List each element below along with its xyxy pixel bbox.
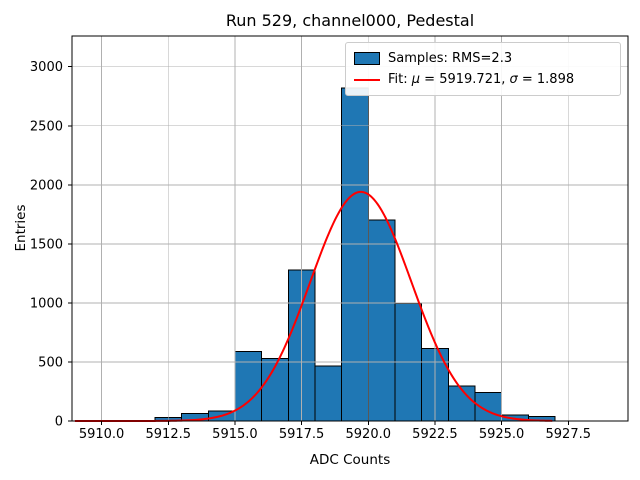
- plot-border: [71, 35, 629, 422]
- x-tick-label: 5912.5: [146, 427, 192, 442]
- x-tick-label: 5917.5: [279, 427, 325, 442]
- x-tick-label: 5922.5: [412, 427, 458, 442]
- histogram-bar: [234, 350, 263, 422]
- x-tick-labels: 5910.0 5912.5 5915.0 5917.5 5920.0 5922.5 5925…: [79, 427, 591, 442]
- tick-marks: [68, 66, 569, 425]
- x-tick-label: 5920.0: [346, 427, 392, 442]
- histogram-bar: [367, 219, 396, 422]
- legend-label: Fit: μ = 5919.721, σ = 1.898: [388, 72, 575, 87]
- y-axis-label: Entries: [13, 204, 29, 252]
- legend: Samples: RMS=2.3 Fit: μ = 5919.721, σ = 1…: [345, 42, 621, 96]
- histogram-bars: [154, 87, 556, 422]
- legend-swatch-samples: [354, 52, 380, 65]
- legend-entry: Fit: μ = 5919.721, σ = 1.898: [354, 69, 612, 90]
- x-tick-label: 5927.5: [546, 427, 592, 442]
- y-tick-label: 0: [55, 415, 63, 430]
- legend-label: Samples: RMS=2.3: [388, 51, 513, 66]
- y-tick-label: 1500: [30, 237, 63, 252]
- y-tick-label: 2500: [30, 119, 63, 134]
- y-tick-label: 1000: [30, 296, 63, 311]
- x-tick-label: 5915.0: [212, 427, 258, 442]
- histogram-bar: [314, 365, 343, 422]
- histogram-bar: [447, 385, 476, 422]
- histogram-bar: [341, 87, 369, 422]
- y-tick-label: 2000: [30, 178, 63, 193]
- x-tick-label: 5925.0: [479, 427, 525, 442]
- legend-entry: Samples: RMS=2.3: [354, 48, 612, 69]
- y-tick-labels: 0 500 1000 1500 2000 2500 3000: [30, 60, 63, 429]
- chart-title: Run 529, channel000, Pedestal: [225, 11, 475, 30]
- x-tick-label: 5910.0: [79, 427, 125, 442]
- y-tick-label: 3000: [30, 60, 63, 75]
- legend-swatch-fit-line: [354, 78, 380, 81]
- x-axis-label: ADC Counts: [309, 452, 391, 468]
- y-tick-label: 500: [38, 355, 63, 370]
